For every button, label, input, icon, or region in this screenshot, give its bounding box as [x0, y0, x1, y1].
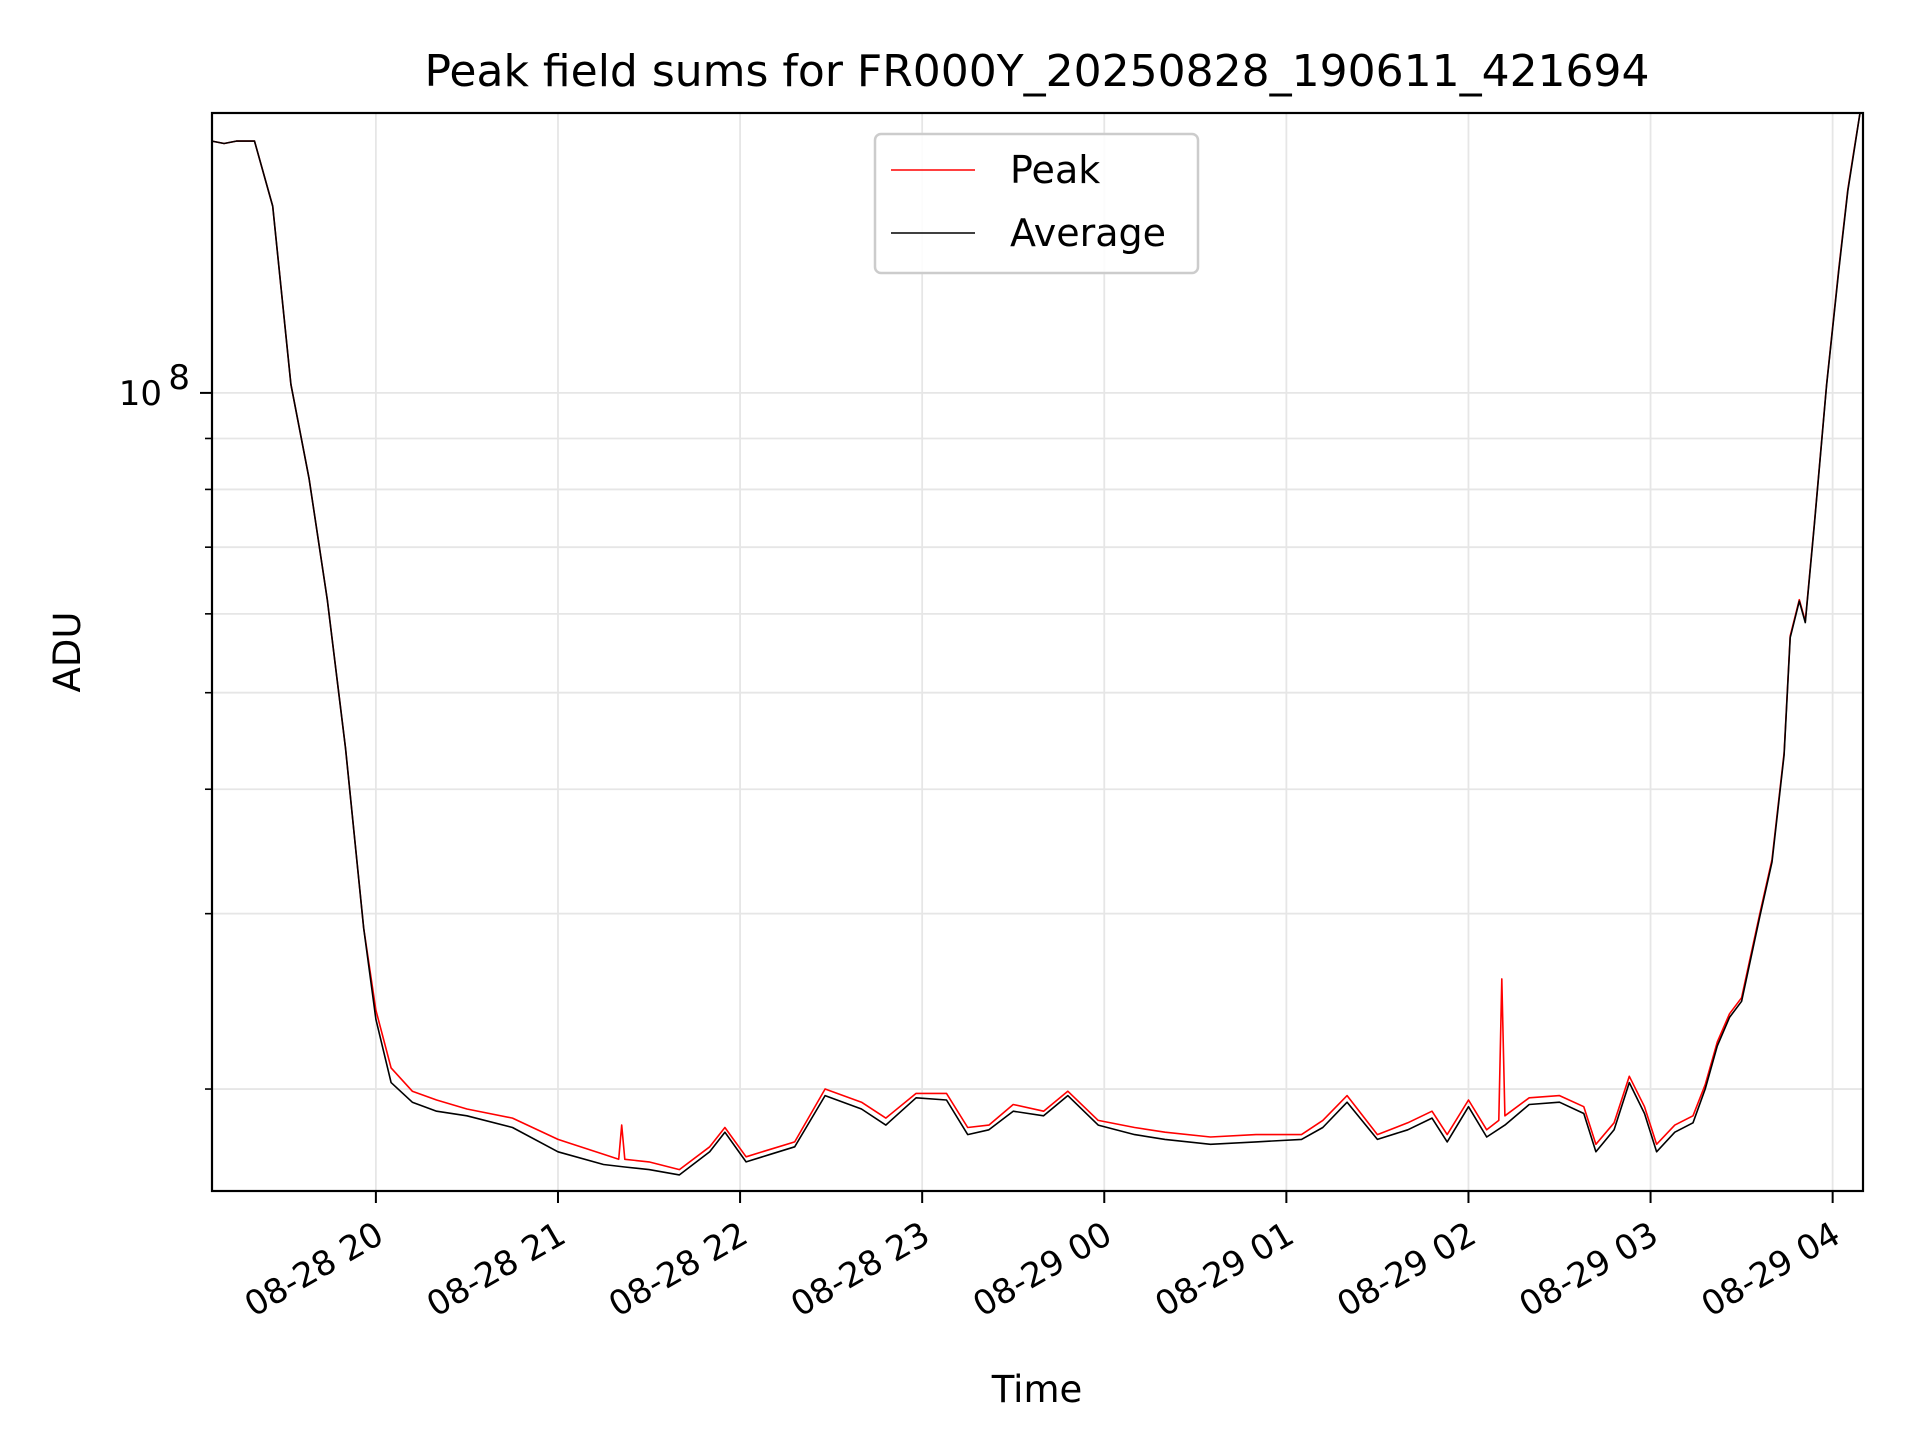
- grid: [212, 113, 1863, 1191]
- series-line-average: [211, 112, 1861, 1176]
- legend-peak-label: Peak: [1010, 148, 1100, 192]
- chart-title: Peak field sums for FR000Y_20250828_1906…: [424, 46, 1649, 97]
- y-tick-label-exponent: 8: [168, 358, 190, 398]
- plot-frame: [210, 111, 1865, 1193]
- legend: Peak Average: [873, 132, 1200, 275]
- y-axis-label: ADU: [46, 612, 89, 693]
- series-layer: [211, 112, 1861, 1176]
- legend-box: [873, 132, 1200, 275]
- legend-average-label: Average: [1010, 211, 1166, 255]
- series-line-peak: [211, 112, 1861, 1171]
- y-tick-label: 10: [119, 374, 162, 414]
- x-axis-label: Time: [991, 1368, 1083, 1411]
